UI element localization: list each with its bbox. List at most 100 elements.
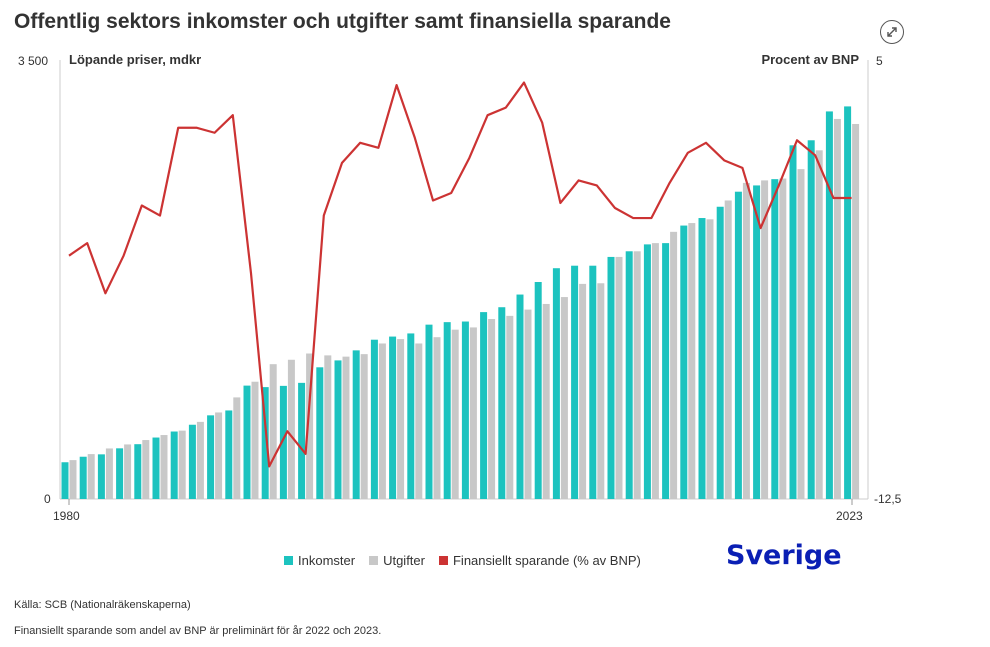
line-group [68, 81, 852, 468]
bar-inkomster-1996 [352, 350, 360, 499]
bar-utgifter-2001 [451, 329, 459, 499]
bar-utgifter-1981 [87, 454, 95, 499]
bar-utgifter-1985 [160, 435, 168, 499]
bar-utgifter-1999 [415, 343, 423, 499]
right-tick-top: 5 [876, 54, 883, 68]
watermark-text: Sverige [726, 540, 842, 571]
bar-utgifter-2002 [469, 327, 477, 499]
legend: Inkomster Utgifter Finansiellt sparande … [284, 553, 641, 568]
bar-utgifter-2007 [560, 297, 568, 499]
bar-inkomster-2006 [534, 282, 542, 499]
bar-utgifter-1998 [397, 339, 405, 499]
bar-utgifter-1996 [360, 354, 368, 499]
bar-utgifter-1992 [287, 359, 295, 499]
bar-inkomster-1985 [152, 437, 160, 499]
bar-inkomster-2012 [643, 244, 651, 499]
bar-inkomster-2018 [753, 185, 761, 499]
bar-utgifter-1990 [251, 381, 259, 499]
bar-inkomster-2002 [461, 321, 469, 499]
x-tick-first: 1980 [53, 509, 80, 523]
left-axis-label: Löpande priser, mdkr [69, 52, 202, 67]
footnote-text: Finansiellt sparande som andel av BNP är… [14, 625, 382, 637]
bar-inkomster-2023 [844, 106, 852, 499]
bar-utgifter-2019 [779, 178, 787, 499]
line-finansiellt-sparande [68, 81, 852, 468]
chart-title: Offentlig sektors inkomster och utgifter… [14, 10, 671, 33]
bar-inkomster-1992 [279, 385, 287, 499]
bar-utgifter-1986 [178, 430, 186, 499]
bar-utgifter-2004 [506, 315, 514, 499]
bar-utgifter-1994 [324, 355, 332, 499]
bar-utgifter-2015 [706, 219, 714, 499]
left-tick-top: 3 500 [18, 54, 48, 68]
bar-utgifter-2018 [761, 180, 769, 499]
x-tick-last: 2023 [836, 509, 863, 523]
left-tick-bottom: 0 [44, 492, 51, 506]
bar-utgifter-2006 [542, 303, 550, 499]
legend-swatch-inkomster [284, 556, 293, 565]
bar-utgifter-1995 [342, 356, 350, 499]
bar-utgifter-1993 [306, 353, 314, 499]
bar-utgifter-1991 [269, 364, 277, 499]
bar-utgifter-2023 [852, 123, 860, 500]
bar-inkomster-2005 [516, 294, 524, 499]
bar-inkomster-1988 [207, 415, 215, 499]
source-text: Källa: SCB (Nationalräkenskaperna) [14, 599, 191, 611]
bar-utgifter-2016 [724, 200, 732, 500]
bar-inkomster-2013 [662, 243, 670, 499]
bar-group [61, 106, 860, 500]
bar-inkomster-1982 [97, 454, 105, 499]
right-tick-bottom: -12,5 [874, 492, 902, 506]
bar-inkomster-1993 [298, 382, 306, 499]
bar-inkomster-1983 [116, 448, 124, 499]
bar-inkomster-2021 [807, 140, 815, 499]
bar-inkomster-2007 [552, 268, 560, 499]
bar-utgifter-1983 [124, 444, 132, 499]
legend-swatch-sparande [438, 556, 448, 565]
bar-inkomster-1999 [407, 333, 415, 499]
expand-button[interactable] [880, 20, 904, 44]
legend-item-sparande[interactable]: Finansiellt sparande (% av BNP) [438, 553, 641, 568]
bar-inkomster-2009 [589, 265, 597, 499]
legend-label-sparande: Finansiellt sparande (% av BNP) [452, 553, 641, 568]
bar-utgifter-1980 [69, 460, 77, 499]
bar-inkomster-2000 [425, 324, 433, 499]
bar-inkomster-1998 [389, 336, 397, 499]
bar-utgifter-1982 [105, 448, 113, 499]
bar-utgifter-1989 [233, 397, 241, 499]
bar-inkomster-1990 [243, 385, 251, 499]
legend-label-inkomster: Inkomster [298, 553, 356, 568]
bar-inkomster-1987 [188, 424, 196, 499]
bar-utgifter-2021 [815, 150, 823, 499]
legend-label-utgifter: Utgifter [383, 553, 425, 568]
bar-utgifter-2012 [651, 243, 659, 499]
bar-inkomster-1981 [79, 456, 87, 499]
bar-utgifter-2003 [488, 319, 496, 499]
bar-inkomster-2011 [625, 251, 633, 499]
bar-utgifter-1988 [215, 412, 223, 499]
bar-inkomster-2017 [734, 191, 742, 499]
bar-inkomster-1986 [170, 431, 178, 499]
bar-inkomster-1997 [370, 339, 378, 499]
bar-inkomster-2008 [571, 265, 579, 499]
bar-inkomster-1989 [225, 410, 233, 499]
bar-inkomster-1994 [316, 367, 324, 499]
bar-inkomster-1995 [334, 360, 342, 499]
legend-item-inkomster[interactable]: Inkomster [284, 553, 355, 568]
bar-utgifter-2013 [670, 231, 678, 499]
legend-item-utgifter[interactable]: Utgifter [369, 553, 425, 568]
bar-inkomster-2015 [698, 218, 706, 500]
bar-inkomster-2022 [825, 111, 833, 499]
bar-inkomster-2016 [716, 206, 724, 499]
bar-inkomster-2003 [480, 312, 488, 499]
bar-inkomster-2014 [680, 225, 688, 499]
bar-utgifter-1997 [378, 343, 386, 499]
bar-utgifter-1987 [196, 421, 204, 499]
bar-utgifter-2010 [615, 256, 623, 499]
expand-arrows-icon [887, 27, 897, 37]
bar-inkomster-1991 [261, 387, 269, 499]
bar-utgifter-2017 [742, 182, 750, 500]
bar-utgifter-1984 [142, 440, 150, 499]
bar-inkomster-2010 [607, 256, 615, 499]
